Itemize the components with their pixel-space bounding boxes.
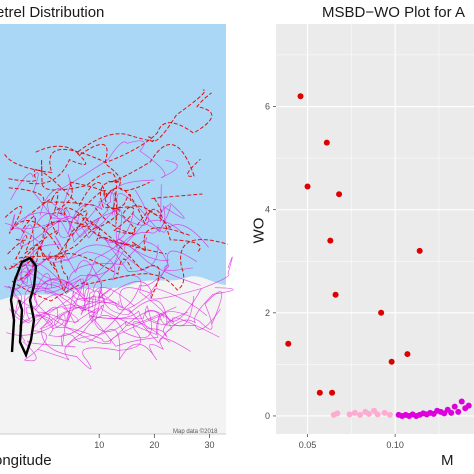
data-point [465, 402, 472, 409]
x-tick-label: 0.05 [299, 440, 317, 450]
track-dashed-line [10, 180, 150, 268]
track-solid-line [34, 256, 233, 312]
track-dashed-line [4, 92, 213, 174]
data-point [316, 389, 323, 396]
data-point [285, 340, 292, 347]
data-point [374, 411, 381, 418]
data-point [357, 411, 364, 418]
right-scatter-panel: 0 2 4 6 0.05 0.10 MSBD−WO Plot for A WO M [236, 0, 474, 474]
x-tick-label: 20 [149, 440, 159, 450]
x-tick-label: 0.10 [386, 440, 404, 450]
right-y-axis-label: WO [250, 217, 268, 244]
track-solid-line [22, 287, 135, 362]
map-plot: 10 20 30 [0, 24, 234, 450]
track-solid-line [37, 244, 126, 330]
data-point [416, 247, 423, 254]
track-solid-line [14, 278, 208, 323]
track-solid-line [33, 273, 177, 333]
track-solid-line [4, 244, 152, 323]
data-point [346, 411, 353, 418]
x-tick-label: 10 [94, 440, 104, 450]
track-dashed-line [14, 226, 160, 300]
track-solid-line [20, 290, 188, 338]
track-dashed-line [15, 207, 167, 255]
data-point [404, 351, 411, 358]
data-point [297, 93, 304, 100]
track-solid-line [39, 140, 178, 216]
track-solid-line [12, 208, 209, 248]
data-point [304, 183, 311, 190]
data-point [448, 409, 455, 416]
track-solid-line [36, 314, 171, 370]
data-point [365, 410, 372, 417]
right-chart-title: MSBD−WO Plot for A [322, 4, 465, 21]
right-x-axis-label: M [441, 452, 454, 469]
data-point [332, 291, 339, 298]
y-tick-label: 0 [265, 411, 270, 421]
map-credit: Map data ©2018 [173, 429, 218, 435]
data-point [327, 237, 334, 244]
data-point [381, 409, 388, 416]
data-point [451, 403, 458, 410]
track-dashed-line [4, 243, 132, 293]
track-solid-line [22, 189, 149, 236]
plot-background [276, 24, 474, 434]
track-solid-line [37, 329, 191, 361]
scatter-plot: 0 2 4 6 0.05 0.10 [265, 24, 474, 450]
track-dashed-line [8, 169, 201, 254]
y-tick-label: 2 [265, 308, 270, 318]
y-tick-label: 6 [265, 102, 270, 112]
track-dashed-line [29, 89, 206, 185]
left-chart-title: etrel Distribution [0, 4, 105, 21]
data-point [455, 408, 462, 415]
track-dashed-line [35, 144, 201, 183]
track-solid-line [20, 202, 185, 294]
y-tick-label: 4 [265, 205, 270, 215]
track-solid-line [42, 278, 234, 344]
data-point [386, 411, 393, 418]
data-point [378, 309, 385, 316]
track-dashed-line [11, 239, 229, 302]
track-solid-line [26, 291, 223, 337]
track-dashed-line [8, 187, 203, 235]
track-dashed-line [7, 225, 192, 260]
data-point [388, 358, 395, 365]
track-solid-line [12, 239, 201, 290]
data-point [351, 409, 358, 416]
left-x-axis-label: ongitude [0, 452, 52, 469]
data-point [334, 410, 341, 417]
track-dashed-line [31, 181, 132, 214]
x-tick-label: 30 [204, 440, 214, 450]
data-point [458, 398, 465, 405]
colony-track-line [9, 256, 38, 359]
left-map-panel: 10 20 30 etrel Distribution Map data ©2018… [0, 0, 236, 474]
track-solid-line [6, 266, 169, 347]
track-solid-line [4, 179, 155, 250]
data-point [323, 139, 330, 146]
track-dashed-line [4, 189, 118, 261]
data-point [336, 191, 343, 198]
data-point [329, 389, 336, 396]
track-dashed-line [41, 159, 171, 235]
